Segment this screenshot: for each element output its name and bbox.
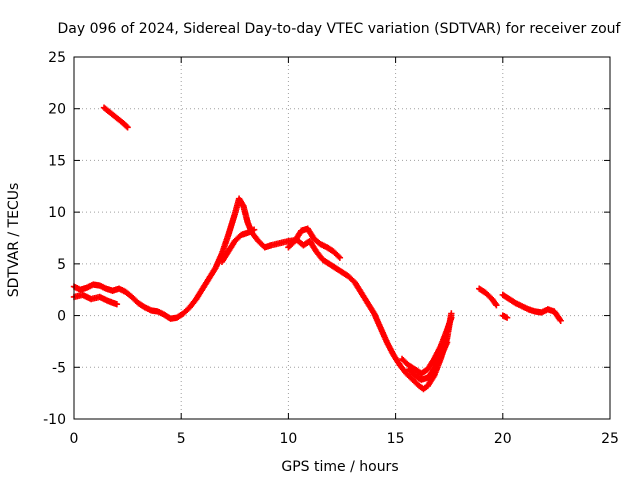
data-point-cluster [476, 285, 500, 309]
y-tick-label: 10 [48, 205, 66, 221]
y-tick-label: 5 [57, 257, 66, 273]
y-tick-label: 15 [48, 153, 66, 169]
x-axis-label: GPS time / hours [281, 459, 398, 475]
data-point-cluster [70, 291, 121, 308]
data-point-cluster [218, 226, 258, 265]
x-tick-label: 15 [387, 431, 405, 447]
y-tick-label: 25 [48, 50, 66, 66]
x-tick-label: 20 [494, 431, 512, 447]
x-axis-ticks: 0 5 10 15 20 25 [70, 57, 619, 447]
data-point-cluster [70, 195, 455, 393]
y-axis-label: SDTVAR / TECUs [6, 183, 22, 298]
data-point-cluster [405, 339, 451, 383]
plot-frame [73, 56, 611, 420]
grid-lines [74, 57, 610, 419]
data-point-cluster [499, 312, 511, 321]
data-series-sdtvar [70, 104, 564, 393]
y-tick-label: 0 [57, 309, 66, 325]
x-tick-label: 25 [601, 431, 619, 447]
y-axis-ticks: -10 -5 0 5 10 15 20 25 [43, 50, 610, 428]
chart-title: Day 096 of 2024, Sidereal Day-to-day VTE… [58, 21, 622, 37]
y-tick-label: -5 [52, 360, 66, 376]
y-tick-label: -10 [43, 412, 66, 428]
y-tick-label: 20 [48, 102, 66, 118]
data-point-cluster [499, 291, 564, 324]
data-point-cluster [398, 314, 455, 377]
data-point-cluster [285, 225, 344, 261]
data-point-cluster [100, 104, 131, 131]
x-tick-label: 10 [279, 431, 297, 447]
x-tick-label: 5 [177, 431, 186, 447]
x-tick-label: 0 [70, 431, 79, 447]
